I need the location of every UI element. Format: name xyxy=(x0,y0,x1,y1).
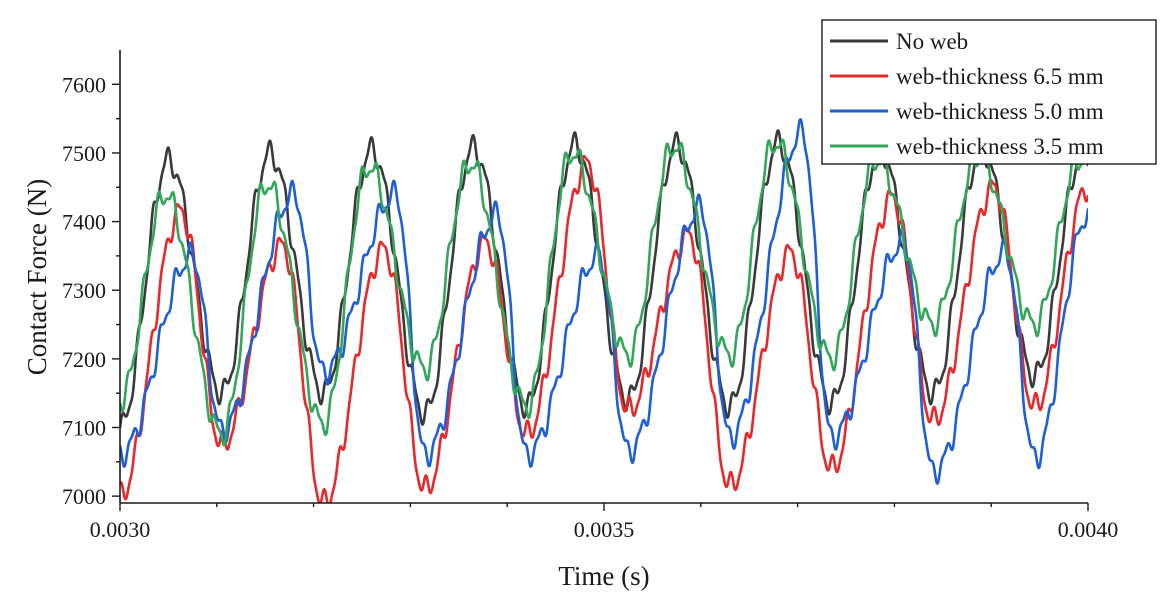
y-tick-label: 7300 xyxy=(62,278,106,303)
x-tick-label: 0.0040 xyxy=(1058,517,1119,542)
y-tick-label: 7100 xyxy=(62,416,106,441)
legend-label: No web xyxy=(896,29,968,54)
legend-label: web-thickness 3.5 mm xyxy=(896,134,1104,159)
series-line-2 xyxy=(120,118,1088,485)
y-tick-label: 7000 xyxy=(62,484,106,509)
y-tick-label: 7600 xyxy=(62,72,106,97)
series-line-0 xyxy=(120,129,1088,429)
series-line-3 xyxy=(120,138,1088,447)
y-tick-label: 7400 xyxy=(62,210,106,235)
x-axis-title: Time (s) xyxy=(558,561,649,591)
legend: No web web-thickness 6.5 mm web-thickness … xyxy=(821,19,1157,165)
legend-label: web-thickness 6.5 mm xyxy=(896,64,1104,89)
y-tick-label: 7200 xyxy=(62,347,106,372)
series-line-1 xyxy=(120,154,1088,503)
y-axis-title: Contact Force (N) xyxy=(22,179,52,375)
series-layer xyxy=(120,118,1088,503)
ticks-layer: 7000 7100 7200 7300 7400 7500 7600 0.0030 0.0035… xyxy=(62,72,1118,542)
legend-label: web-thickness 5.0 mm xyxy=(896,99,1104,124)
x-tick-label: 0.0030 xyxy=(90,517,151,542)
legend-items: No web web-thickness 6.5 mm web-thickness … xyxy=(830,29,1104,159)
series-group xyxy=(120,118,1088,503)
legend-box xyxy=(821,19,1157,165)
x-tick-label: 0.0035 xyxy=(574,517,635,542)
y-tick-label: 7500 xyxy=(62,141,106,166)
